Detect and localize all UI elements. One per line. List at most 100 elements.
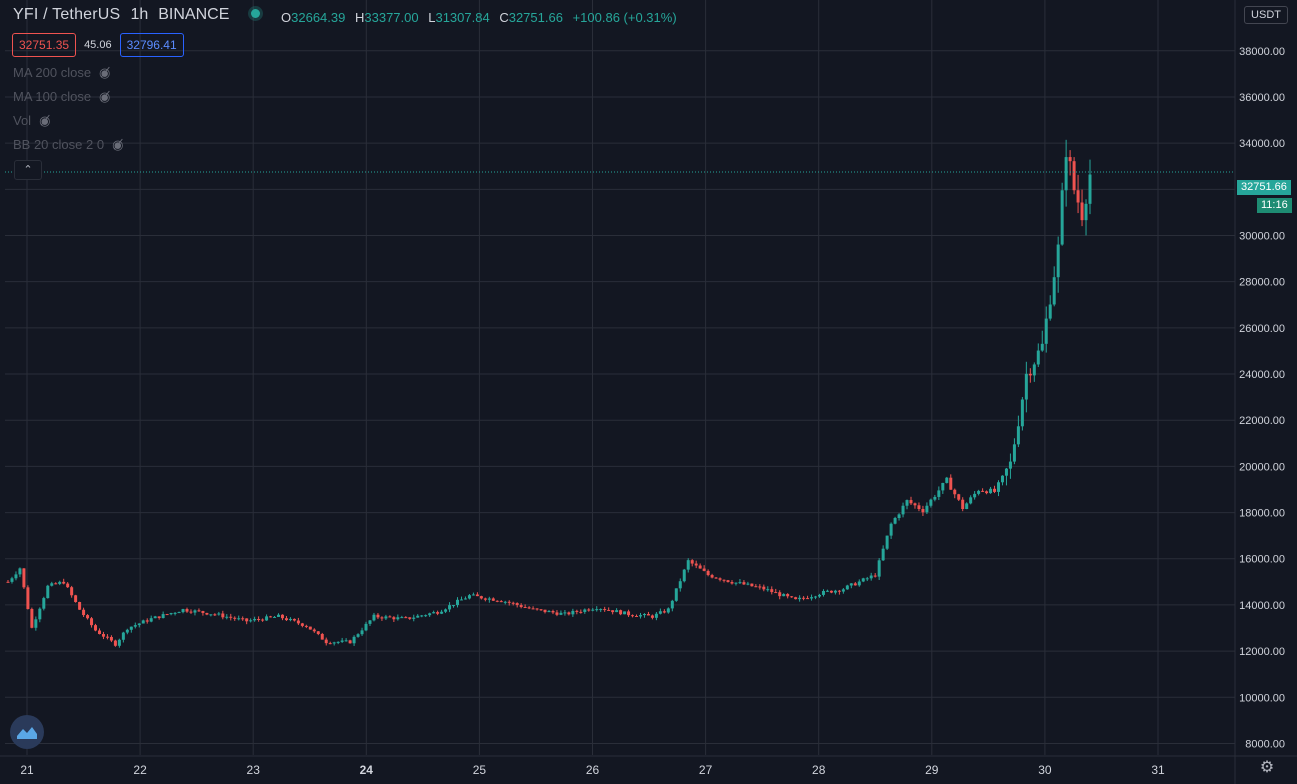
candle bbox=[376, 613, 380, 620]
candle bbox=[937, 486, 941, 501]
candle-body bbox=[308, 626, 312, 630]
candle-body bbox=[165, 614, 169, 616]
candle bbox=[814, 595, 818, 600]
candle-body bbox=[901, 505, 905, 515]
eye-hidden-icon[interactable]: ◉̸ bbox=[99, 65, 111, 80]
candle-body bbox=[471, 594, 475, 596]
candle-body bbox=[814, 596, 818, 598]
candle bbox=[229, 613, 233, 621]
candle-body bbox=[778, 592, 782, 597]
candle bbox=[650, 614, 654, 620]
tradingview-logo-icon[interactable] bbox=[10, 715, 44, 749]
candle bbox=[1024, 361, 1028, 413]
candle-body bbox=[1056, 244, 1060, 278]
candle-body bbox=[638, 615, 642, 617]
candle-body bbox=[153, 616, 157, 619]
candle-body bbox=[917, 505, 921, 509]
candle-body bbox=[535, 608, 539, 610]
candle-body bbox=[1084, 203, 1088, 221]
sell-price-button[interactable]: 32751.35 bbox=[12, 33, 77, 57]
indicator-label: MA 100 close bbox=[13, 89, 92, 104]
indicator-ma100[interactable]: MA 100 close ◉̸ bbox=[13, 89, 110, 105]
candle-body bbox=[376, 614, 380, 618]
candle bbox=[1020, 397, 1024, 431]
candle-body bbox=[1068, 157, 1072, 162]
candle bbox=[109, 635, 113, 643]
indicator-ma200[interactable]: MA 200 close ◉̸ bbox=[13, 65, 110, 81]
candle bbox=[957, 493, 961, 502]
candle bbox=[571, 608, 575, 617]
candle bbox=[292, 618, 296, 622]
candle-body bbox=[58, 581, 62, 584]
symbol-name[interactable]: YFI / TetherUS bbox=[13, 6, 121, 23]
gear-icon[interactable]: ⚙ bbox=[1259, 759, 1275, 776]
x-tick-label: 28 bbox=[812, 763, 826, 777]
candle-body bbox=[662, 611, 666, 613]
candle bbox=[1044, 306, 1048, 353]
candle-body bbox=[448, 605, 452, 610]
candle bbox=[917, 502, 921, 512]
candle bbox=[479, 595, 483, 600]
candle-body bbox=[1040, 343, 1044, 351]
low-label: L bbox=[428, 10, 436, 25]
candle bbox=[392, 616, 396, 622]
candle bbox=[997, 480, 1001, 497]
candle-body bbox=[412, 617, 416, 619]
candle-body bbox=[929, 499, 933, 506]
candle bbox=[265, 614, 269, 621]
candle bbox=[50, 581, 54, 587]
candle bbox=[595, 606, 599, 612]
candle bbox=[380, 616, 384, 621]
collapse-legend-button[interactable]: ⌃ bbox=[14, 160, 42, 180]
x-tick-label: 23 bbox=[247, 763, 261, 777]
candle-body bbox=[865, 578, 869, 580]
candle bbox=[742, 580, 746, 585]
candle-body bbox=[889, 523, 893, 536]
candle-body bbox=[945, 477, 949, 483]
candle bbox=[336, 641, 340, 645]
candle bbox=[591, 608, 595, 612]
candle-body bbox=[54, 583, 58, 585]
eye-hidden-icon[interactable]: ◉̸ bbox=[39, 113, 51, 128]
candle bbox=[1072, 157, 1076, 195]
candle-body bbox=[1008, 461, 1012, 469]
candle-body bbox=[404, 617, 408, 619]
candle-body bbox=[86, 615, 90, 619]
candle-body bbox=[567, 612, 571, 615]
timeframe-label[interactable]: 1h bbox=[130, 6, 149, 23]
candle bbox=[619, 609, 623, 616]
candle bbox=[129, 626, 133, 633]
candle-body bbox=[837, 590, 841, 592]
candle bbox=[921, 505, 925, 516]
candle-body bbox=[62, 581, 66, 584]
buy-price-button[interactable]: 32796.41 bbox=[119, 33, 184, 57]
candle-body bbox=[22, 568, 26, 588]
candle bbox=[217, 611, 221, 616]
candle bbox=[531, 606, 535, 610]
indicator-volume[interactable]: Vol ◉̸ bbox=[13, 113, 50, 129]
candle bbox=[1012, 438, 1016, 465]
candles bbox=[6, 139, 1092, 648]
candle-body bbox=[539, 609, 543, 611]
candle-body bbox=[806, 598, 810, 600]
candle-body bbox=[650, 615, 654, 618]
candle bbox=[304, 624, 308, 629]
candle bbox=[209, 614, 213, 617]
candle bbox=[989, 486, 993, 494]
eye-hidden-icon[interactable]: ◉̸ bbox=[112, 137, 124, 152]
candle-body bbox=[1016, 426, 1020, 445]
candle-body bbox=[1088, 174, 1092, 204]
symbol-header[interactable]: YFI / TetherUS 1h BINANCE bbox=[13, 6, 274, 24]
indicator-bollinger[interactable]: BB 20 close 2 0 ◉̸ bbox=[13, 137, 123, 153]
candle-body bbox=[722, 579, 726, 581]
candle-body bbox=[1004, 468, 1008, 476]
candle-body bbox=[877, 560, 881, 577]
currency-button[interactable]: USDT bbox=[1244, 6, 1288, 24]
candle-body bbox=[316, 631, 320, 634]
candle bbox=[583, 608, 587, 614]
candle-body bbox=[905, 500, 909, 506]
eye-hidden-icon[interactable]: ◉̸ bbox=[99, 89, 111, 104]
candle-body bbox=[221, 613, 225, 618]
y-tick-label: 14000.00 bbox=[1239, 600, 1285, 612]
